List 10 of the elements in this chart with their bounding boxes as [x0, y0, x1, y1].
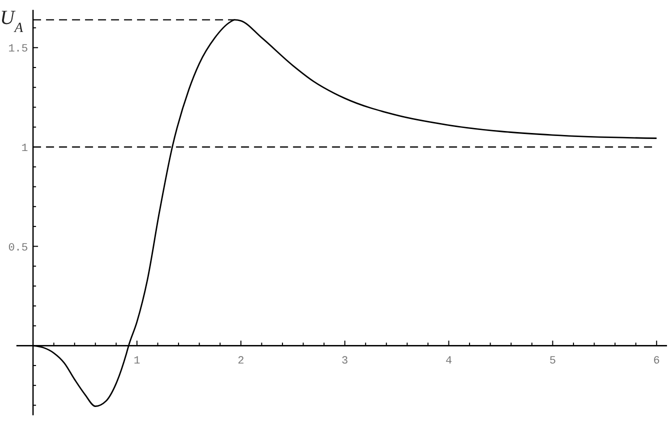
x-tick-label: 4 — [445, 356, 452, 368]
x-tick-label: 3 — [342, 356, 348, 368]
x-tick-label: 5 — [549, 356, 556, 368]
y-tick-label: 0.5 — [8, 242, 28, 254]
y-axis-title: U$_{A}$ — [0, 6, 24, 36]
y-tick-label: 1 — [21, 142, 28, 155]
y-tick-label: 1.5 — [8, 44, 28, 56]
x-tick-label: 6 — [653, 356, 660, 368]
x-tick-label: 1 — [134, 356, 141, 368]
x-tick-label: 2 — [238, 356, 244, 368]
